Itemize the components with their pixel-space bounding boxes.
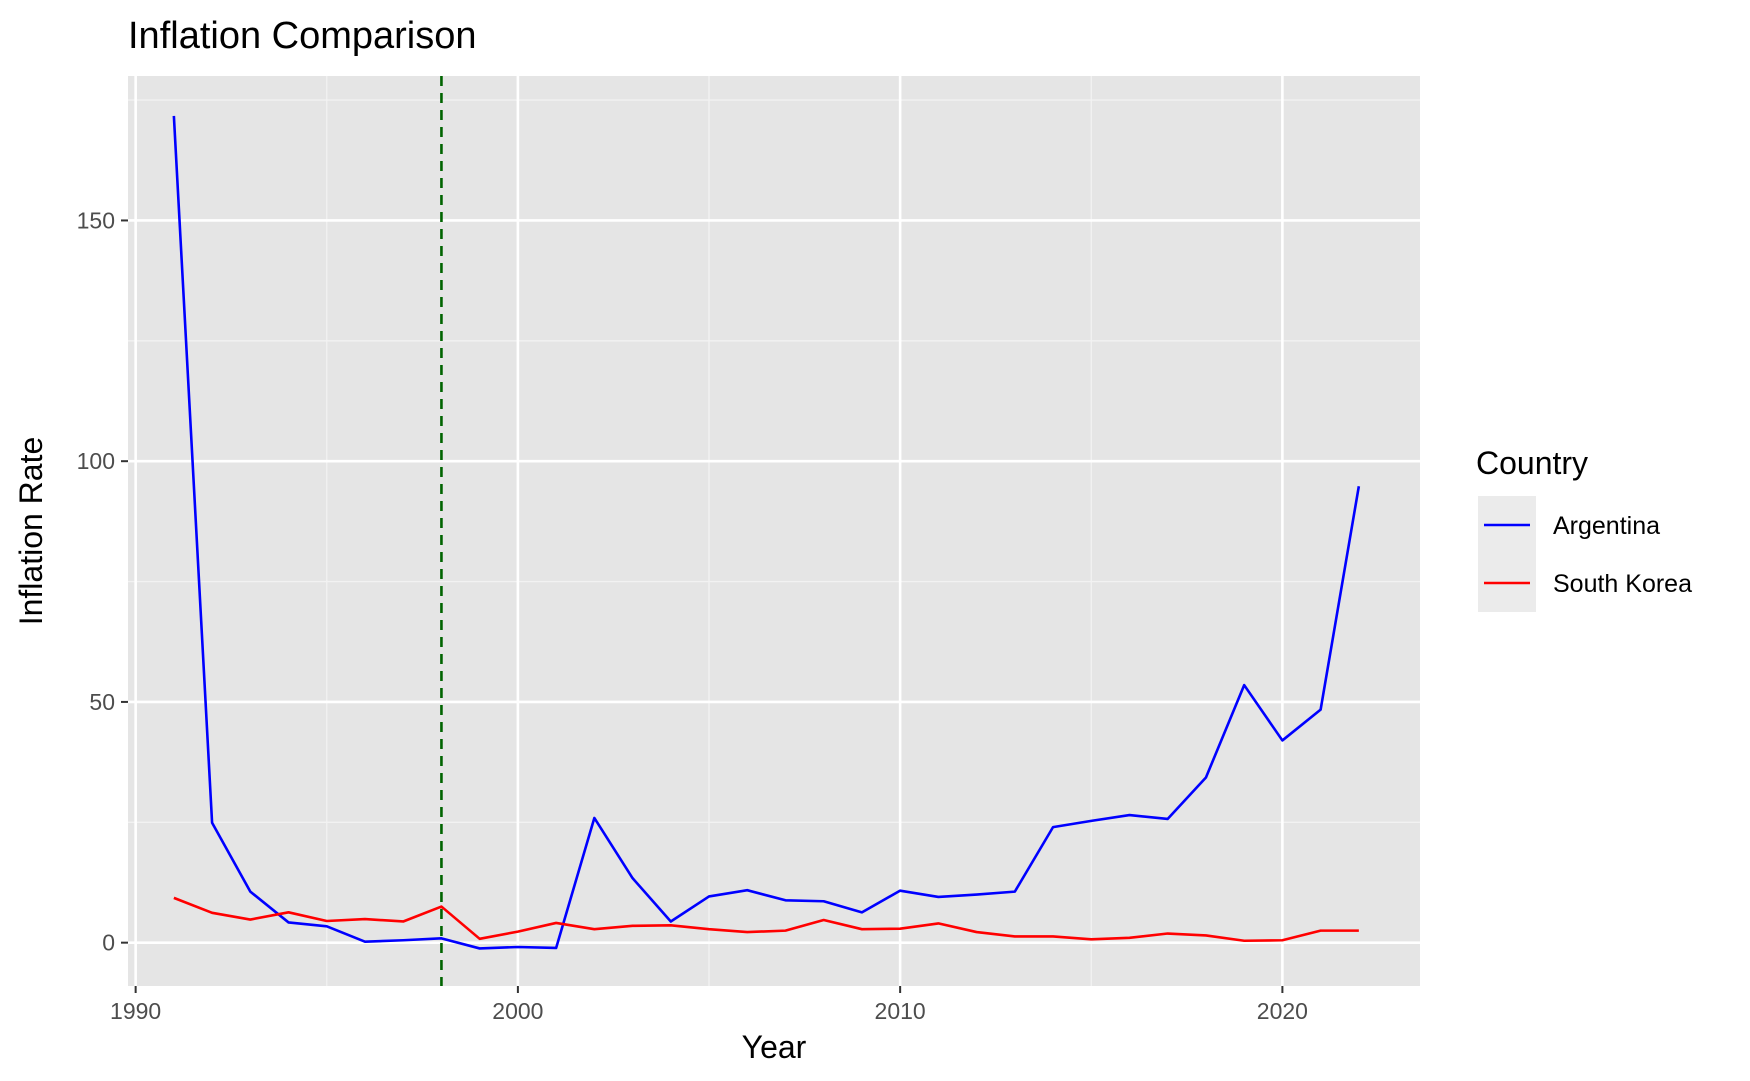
series-line-argentina	[172, 115, 1361, 950]
x-tick-label: 1990	[110, 998, 161, 1024]
y-tick-label: 100	[77, 448, 115, 474]
legend-label-south-korea: South Korea	[1553, 570, 1692, 598]
y-axis-title: Inflation Rate	[13, 437, 49, 626]
series-layer	[172, 115, 1361, 950]
x-tick-label: 2010	[875, 998, 926, 1024]
x-axis: 1990 2000 2010 2020	[110, 986, 1308, 1024]
plot-panel	[128, 76, 1420, 986]
y-tick-label: 150	[77, 207, 115, 233]
chart-title: Inflation Comparison	[128, 15, 477, 57]
legend: Country Argentina South Korea	[1476, 445, 1692, 612]
major-gridlines	[128, 76, 1420, 986]
x-tick-label: 2000	[492, 998, 543, 1024]
legend-key-background	[1478, 496, 1536, 612]
x-tick-label: 2020	[1257, 998, 1308, 1024]
y-tick-label: 50	[89, 689, 115, 715]
legend-title: Country	[1476, 445, 1588, 481]
y-tick-label: 0	[102, 930, 115, 956]
legend-label-argentina: Argentina	[1553, 512, 1660, 540]
minor-gridlines	[128, 76, 1420, 986]
y-axis: 0 50 100 150	[77, 207, 128, 956]
series-line-south-korea	[173, 896, 1359, 943]
x-axis-title: Year	[742, 1029, 807, 1065]
